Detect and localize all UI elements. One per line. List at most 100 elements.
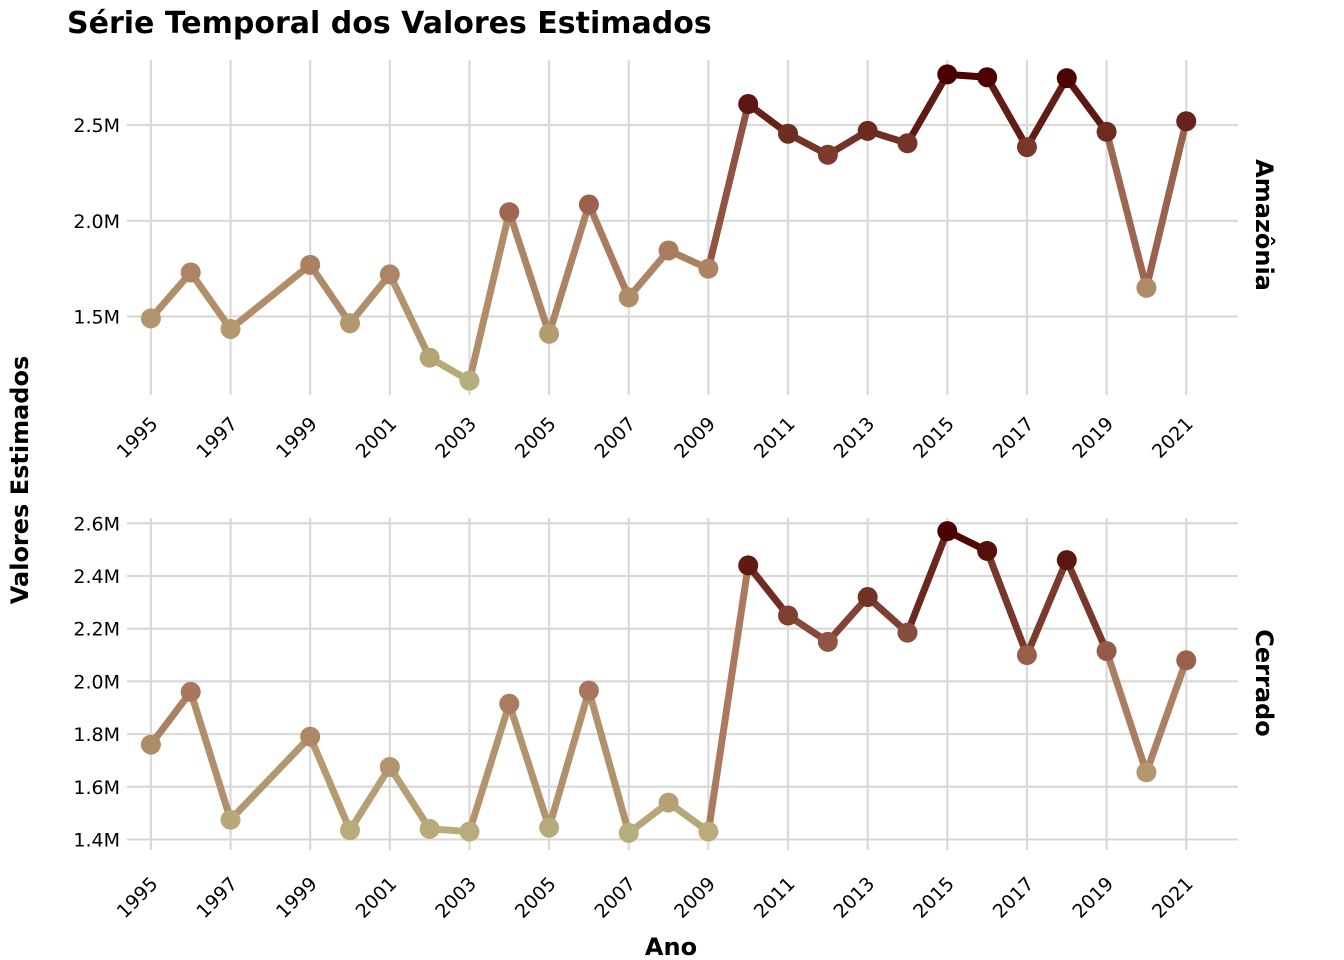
data-point xyxy=(180,681,201,702)
data-point xyxy=(857,120,878,141)
data-point xyxy=(698,258,719,279)
data-point xyxy=(300,254,321,275)
series-line-segment xyxy=(1142,656,1190,776)
data-point xyxy=(379,264,400,285)
data-point xyxy=(539,323,560,344)
data-point xyxy=(1056,68,1077,89)
x-tick-label: 2009 xyxy=(670,873,720,923)
data-point xyxy=(658,792,679,813)
series-line-segment xyxy=(386,763,434,833)
series-line-segment xyxy=(306,261,354,327)
data-point xyxy=(459,370,480,391)
x-tick-label: 2017 xyxy=(989,413,1039,463)
data-point xyxy=(1056,550,1077,571)
data-point xyxy=(300,726,321,747)
series-line-segment xyxy=(227,261,314,333)
data-point xyxy=(1136,277,1157,298)
series-line-segment xyxy=(1063,74,1111,136)
x-tick-label: 2011 xyxy=(750,413,800,463)
series-line-segment xyxy=(465,208,513,385)
x-tick-label: 2003 xyxy=(431,873,481,923)
x-tick-label: 2021 xyxy=(1148,413,1198,463)
data-point xyxy=(459,821,480,842)
series-line-segment xyxy=(1023,74,1071,151)
series-line-segment xyxy=(983,73,1031,151)
x-tick-label: 2013 xyxy=(829,873,879,923)
data-point xyxy=(419,818,440,839)
series-line-segment xyxy=(1103,647,1150,776)
series-line-segment xyxy=(505,208,553,338)
series-line-segment xyxy=(983,547,1031,659)
y-tick-label: 2.6M xyxy=(73,513,120,535)
y-tick-label: 2.0M xyxy=(73,211,120,233)
data-point xyxy=(1176,111,1197,132)
data-point xyxy=(539,817,560,838)
series-line-segment xyxy=(545,687,593,832)
data-point xyxy=(738,555,759,576)
data-point xyxy=(140,734,161,755)
series-line-segment xyxy=(187,688,235,824)
data-point xyxy=(977,540,998,561)
series-line-segment xyxy=(625,246,673,301)
x-tick-label: 1999 xyxy=(272,413,322,463)
series-line-segment xyxy=(1063,556,1111,655)
y-tick-label: 2.4M xyxy=(73,566,120,588)
series-line-segment xyxy=(227,733,314,824)
data-point xyxy=(698,821,719,842)
x-tick-label: 1999 xyxy=(272,873,322,923)
data-point xyxy=(1096,121,1117,142)
x-tick-label: 2019 xyxy=(1068,413,1118,463)
data-point xyxy=(339,313,360,334)
data-point xyxy=(1016,137,1037,158)
x-tick-label: 2005 xyxy=(511,413,561,463)
y-tick-label: 2.0M xyxy=(73,671,120,693)
data-point xyxy=(578,194,599,215)
data-point xyxy=(180,262,201,283)
x-tick-label: 2021 xyxy=(1148,873,1198,923)
data-point xyxy=(977,67,998,88)
data-point xyxy=(140,308,161,329)
y-tick-label: 1.5M xyxy=(73,307,120,329)
x-tick-label: 1995 xyxy=(113,873,163,923)
series-line-segment xyxy=(903,527,951,637)
facet-strip-label: Cerrado xyxy=(1250,629,1278,736)
data-point xyxy=(817,631,838,652)
series-line-segment xyxy=(187,268,235,333)
data-point xyxy=(937,64,958,85)
x-tick-label: 2003 xyxy=(431,413,481,463)
panel-cerrado: 1.4M 1.6M 1.8M 2.0M 2.2M 2.4M 2.6M 1995 1997 1999… xyxy=(73,513,1278,922)
data-point xyxy=(658,240,679,261)
series-line-segment xyxy=(704,100,752,273)
panel-amazonia: 1.5M 2.0M 2.5M 1995 1997 1999 2001 2003 2005 2007… xyxy=(73,60,1278,463)
data-point xyxy=(618,822,639,843)
data-point xyxy=(857,587,878,608)
data-point xyxy=(897,133,918,154)
data-point xyxy=(578,680,599,701)
x-tick-label: 2007 xyxy=(591,413,641,463)
x-axis-title: Ano xyxy=(645,933,697,960)
data-point xyxy=(897,622,918,643)
data-point xyxy=(817,144,838,165)
x-tick-label: 2005 xyxy=(511,873,561,923)
chart-title: Série Temporal dos Valores Estimados xyxy=(67,6,712,41)
x-tick-label: 2015 xyxy=(909,413,959,463)
series-line-segment xyxy=(147,268,195,322)
data-point xyxy=(499,693,520,714)
data-point xyxy=(379,757,400,777)
series-line-segment xyxy=(545,201,593,338)
x-tick-label: 2001 xyxy=(352,413,402,463)
series-line-segment xyxy=(465,700,513,836)
y-tick-label: 2.5M xyxy=(73,115,120,137)
series-line-segment xyxy=(903,70,951,147)
y-tick-label: 1.6M xyxy=(73,777,120,799)
x-tick-label: 2011 xyxy=(750,873,800,923)
x-tick-label: 2009 xyxy=(670,413,720,463)
series-line-segment xyxy=(386,270,434,362)
x-tick-label: 2015 xyxy=(909,873,959,923)
series-line-segment xyxy=(505,700,553,832)
series-line-segment xyxy=(346,763,394,834)
data-point xyxy=(738,94,759,115)
y-tick-label: 1.4M xyxy=(73,829,120,851)
x-tick-label: 2013 xyxy=(829,413,879,463)
x-tick-label: 1997 xyxy=(192,873,242,923)
